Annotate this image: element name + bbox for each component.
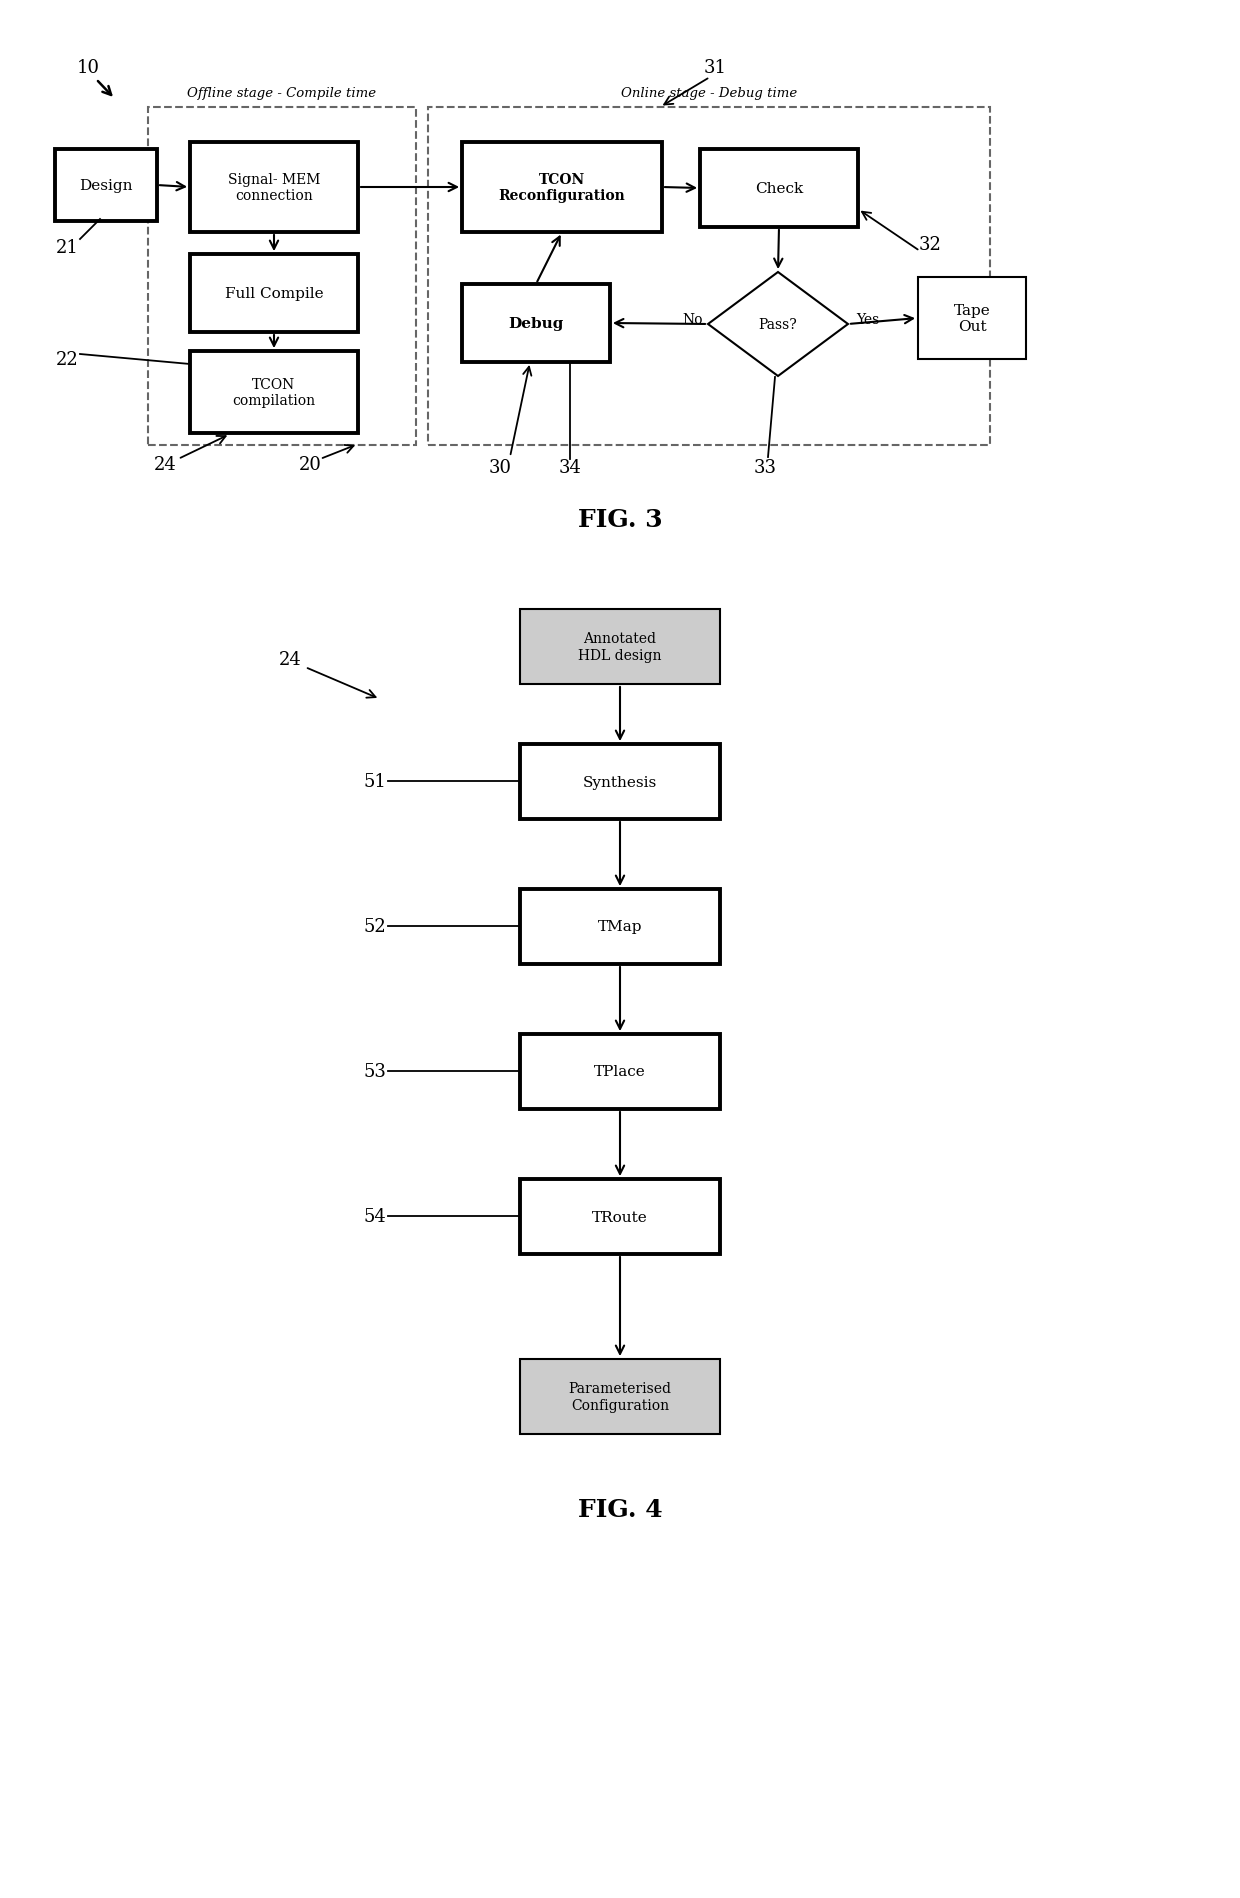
- Text: 22: 22: [56, 351, 78, 368]
- Text: 31: 31: [703, 59, 727, 78]
- Text: 10: 10: [77, 59, 99, 78]
- Bar: [701, 150, 858, 228]
- Bar: [55, 150, 157, 222]
- Text: 54: 54: [363, 1207, 387, 1226]
- Bar: [520, 609, 720, 685]
- Text: 21: 21: [56, 239, 78, 256]
- Text: Annotated
HDL design: Annotated HDL design: [578, 632, 662, 662]
- Text: Design: Design: [79, 178, 133, 194]
- Text: Debug: Debug: [508, 317, 564, 330]
- Text: TRoute: TRoute: [593, 1209, 647, 1224]
- Text: Offline stage - Compile time: Offline stage - Compile time: [187, 87, 377, 101]
- Text: 30: 30: [489, 459, 511, 476]
- Text: TCON
compilation: TCON compilation: [232, 378, 315, 408]
- Text: TCON
Reconfiguration: TCON Reconfiguration: [498, 173, 625, 203]
- Text: 51: 51: [363, 772, 387, 791]
- Text: Synthesis: Synthesis: [583, 774, 657, 790]
- Bar: [190, 351, 358, 435]
- Polygon shape: [708, 273, 848, 378]
- Text: Full Compile: Full Compile: [224, 287, 324, 302]
- Bar: [520, 1034, 720, 1110]
- Text: Signal- MEM
connection: Signal- MEM connection: [228, 173, 320, 203]
- Text: Parameterised
Configuration: Parameterised Configuration: [568, 1382, 672, 1412]
- Bar: [428, 108, 990, 446]
- Bar: [520, 890, 720, 964]
- Text: 34: 34: [558, 459, 582, 476]
- Text: Check: Check: [755, 182, 804, 195]
- Text: 32: 32: [919, 235, 941, 254]
- Text: FIG. 4: FIG. 4: [578, 1498, 662, 1520]
- Text: 53: 53: [363, 1063, 387, 1080]
- Text: 20: 20: [299, 456, 321, 474]
- Text: Online stage - Debug time: Online stage - Debug time: [621, 87, 797, 101]
- Text: TPlace: TPlace: [594, 1065, 646, 1078]
- Text: TMap: TMap: [598, 921, 642, 934]
- Bar: [463, 285, 610, 363]
- Text: 52: 52: [363, 917, 387, 936]
- Text: Tape
Out: Tape Out: [954, 304, 991, 334]
- Bar: [520, 1179, 720, 1255]
- Text: 24: 24: [154, 456, 176, 474]
- Bar: [918, 277, 1025, 361]
- Text: Pass?: Pass?: [759, 317, 797, 332]
- Bar: [520, 1359, 720, 1435]
- Text: No: No: [683, 313, 703, 326]
- Text: 33: 33: [754, 459, 776, 476]
- Bar: [463, 142, 662, 233]
- Text: FIG. 3: FIG. 3: [578, 509, 662, 531]
- Text: Yes: Yes: [857, 313, 879, 326]
- Bar: [190, 142, 358, 233]
- Bar: [520, 744, 720, 820]
- Text: 24: 24: [279, 651, 301, 668]
- Bar: [190, 254, 358, 332]
- Bar: [148, 108, 415, 446]
